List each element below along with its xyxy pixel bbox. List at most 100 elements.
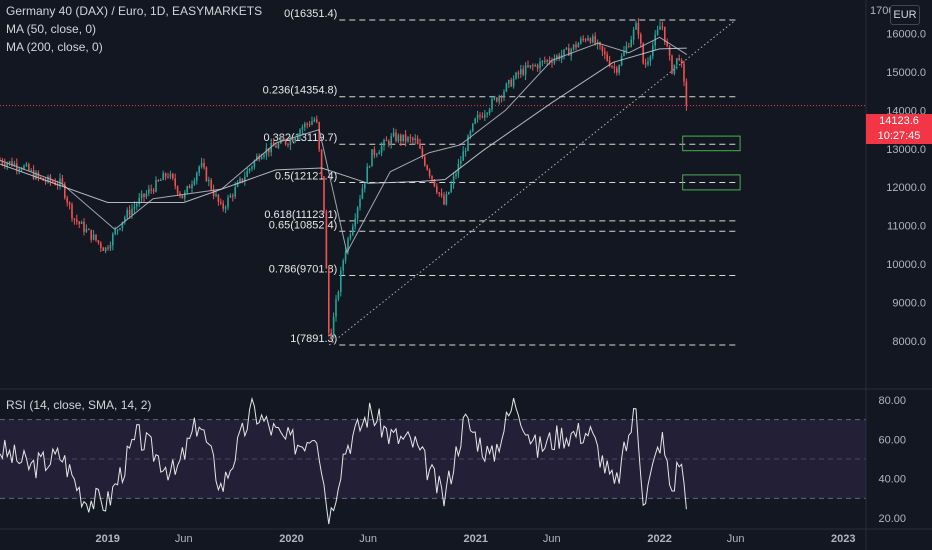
candle-body xyxy=(361,188,364,199)
candle-body xyxy=(534,65,536,67)
candle-body xyxy=(510,80,512,87)
candle-body xyxy=(198,166,200,173)
candle-body xyxy=(306,123,308,125)
price-tick-label: 10000.0 xyxy=(886,259,926,271)
candle-body xyxy=(95,234,97,241)
candle-body xyxy=(256,156,258,161)
candle-body xyxy=(23,165,25,169)
candle-body xyxy=(604,51,606,55)
candle-body xyxy=(124,217,126,222)
candle-body xyxy=(152,190,155,192)
candle-body xyxy=(656,29,659,35)
candle-body xyxy=(584,39,587,41)
candle-body xyxy=(40,177,42,179)
candle-body xyxy=(323,176,325,212)
candle-body xyxy=(311,121,313,125)
candle-body xyxy=(263,155,265,157)
candle-body xyxy=(167,176,169,178)
currency-button[interactable]: EUR xyxy=(890,5,920,25)
candle-body xyxy=(150,189,152,191)
price-series[interactable] xyxy=(0,18,688,341)
candle-body xyxy=(428,169,431,176)
candle-body xyxy=(527,65,529,67)
candle-body xyxy=(668,46,671,56)
price-tick-label: 9000.0 xyxy=(892,297,926,309)
candle-body xyxy=(464,151,467,152)
rsi-tick-label: 20.00 xyxy=(878,513,906,525)
candle-body xyxy=(486,113,488,115)
candle-body xyxy=(683,63,685,82)
trendline[interactable] xyxy=(0,19,866,346)
candle-body xyxy=(498,96,500,102)
ma200-line[interactable] xyxy=(0,47,687,203)
candle-body xyxy=(143,193,145,197)
candle-body xyxy=(172,173,174,179)
candle-body xyxy=(637,23,640,35)
candle-body xyxy=(536,65,539,69)
candle-body xyxy=(469,131,472,136)
candle-body xyxy=(25,164,28,166)
rsi-series[interactable] xyxy=(0,396,687,525)
candle-body xyxy=(500,96,503,98)
candle-body xyxy=(328,268,330,333)
support-trendline[interactable] xyxy=(328,19,736,346)
candle-body xyxy=(114,230,116,234)
candle-body xyxy=(445,194,448,205)
candle-body xyxy=(30,170,32,171)
ma200-legend[interactable]: MA (200, close, 0) xyxy=(6,40,103,54)
candle-body xyxy=(628,46,630,48)
price-tick-label: 12000.0 xyxy=(886,182,926,194)
candle-body xyxy=(227,197,229,208)
target-zone-2[interactable] xyxy=(682,174,741,191)
candle-body xyxy=(632,29,635,40)
target-zone-1[interactable] xyxy=(682,135,741,152)
candle-body xyxy=(251,166,253,169)
candle-body xyxy=(616,68,618,73)
candle-body xyxy=(630,39,632,47)
rsi-legend[interactable]: RSI (14, close, SMA, 14, 2) xyxy=(6,398,152,412)
candle-body xyxy=(402,134,404,142)
candle-body xyxy=(47,176,49,182)
candle-body xyxy=(349,234,352,239)
candle-body xyxy=(325,211,328,269)
candle-body xyxy=(205,167,208,182)
candle-body xyxy=(1,160,4,164)
candle-body xyxy=(188,186,191,189)
candle-body xyxy=(121,221,124,229)
candle-body xyxy=(544,60,546,62)
candle-body xyxy=(373,149,376,155)
candle-body xyxy=(503,91,505,98)
candle-body xyxy=(116,229,119,231)
ma50-legend[interactable]: MA (50, close, 0) xyxy=(6,22,97,36)
candle-body xyxy=(685,81,688,106)
target-zones[interactable] xyxy=(682,135,741,191)
time-tick-label: 2022 xyxy=(647,533,671,545)
candle-body xyxy=(385,140,388,142)
candle-body xyxy=(484,114,486,118)
candle-body xyxy=(601,45,604,52)
candle-body xyxy=(102,247,104,251)
candle-body xyxy=(215,194,217,196)
rsi-line[interactable] xyxy=(0,396,687,525)
rsi-tick-label: 40.00 xyxy=(878,474,906,486)
candle-body xyxy=(404,134,407,142)
candle-body xyxy=(380,145,383,153)
fib-label-0.618: 0.618(11123.1) xyxy=(264,209,337,221)
candle-body xyxy=(613,66,616,69)
candle-body xyxy=(241,178,244,182)
candle-body xyxy=(200,162,203,167)
candle-body xyxy=(332,316,335,339)
candle-body xyxy=(229,195,232,198)
candle-body xyxy=(78,221,80,224)
candle-body xyxy=(179,193,181,196)
candle-body xyxy=(419,144,421,149)
candle-body xyxy=(644,63,647,65)
ma50-line[interactable] xyxy=(0,36,688,254)
time-tick-label: 2020 xyxy=(279,533,303,545)
candle-body xyxy=(222,203,224,209)
moving-averages[interactable] xyxy=(0,36,688,254)
candle-body xyxy=(491,99,493,110)
rsi-band xyxy=(0,419,866,499)
candle-body xyxy=(11,161,13,166)
